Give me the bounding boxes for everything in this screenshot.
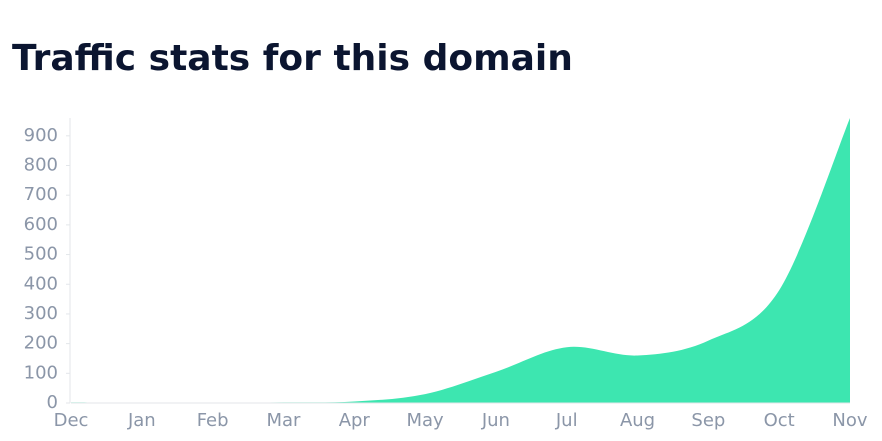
- x-tick-label: Aug: [620, 410, 655, 431]
- chart-title: Traffic stats for this domain: [12, 38, 573, 79]
- y-tick-label: 600: [24, 214, 58, 235]
- y-tick-label: 200: [24, 333, 58, 354]
- x-tick-label: Sep: [691, 410, 725, 431]
- y-tick-label: 500: [24, 244, 58, 265]
- x-tick-label: Dec: [54, 410, 89, 431]
- x-tick-label: May: [406, 410, 444, 431]
- y-tick-label: 300: [24, 303, 58, 324]
- y-tick-label: 900: [24, 125, 58, 146]
- x-tick-label: Nov: [832, 410, 867, 431]
- y-tick-label: 0: [47, 392, 58, 413]
- y-tick-label: 800: [24, 155, 58, 176]
- x-tick-label: Jan: [127, 410, 156, 431]
- x-tick-label: Oct: [764, 410, 795, 431]
- y-tick-label: 100: [24, 362, 58, 383]
- y-tick-label: 700: [24, 184, 58, 205]
- x-tick-label: Apr: [339, 410, 371, 431]
- x-tick-label: Feb: [197, 410, 229, 431]
- x-tick-label: Jun: [481, 410, 510, 431]
- area: [71, 118, 850, 403]
- x-tick-label: Mar: [266, 410, 301, 431]
- x-tick-label: Jul: [555, 410, 578, 431]
- y-tick-label: 400: [24, 273, 58, 294]
